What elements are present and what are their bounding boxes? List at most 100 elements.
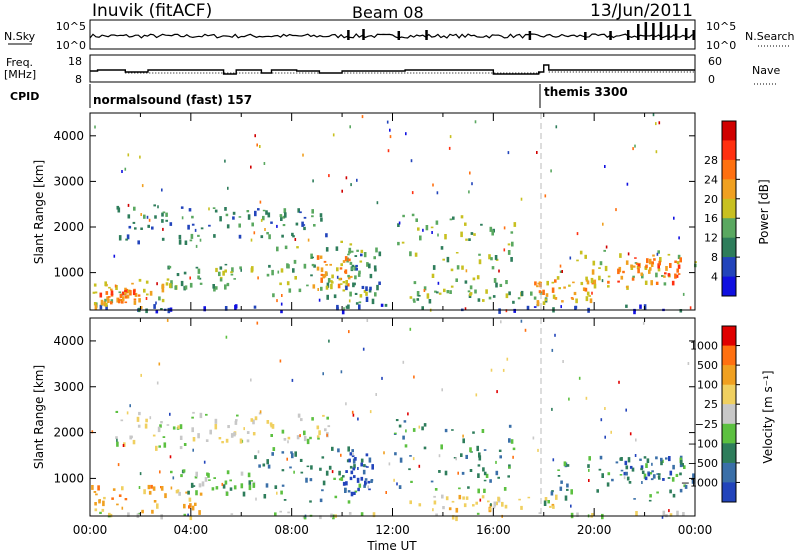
echo-cell — [679, 257, 682, 263]
radar-title: Inuvik (fitACF) — [92, 1, 212, 21]
echo-cell — [224, 263, 228, 266]
echo-cell — [108, 286, 111, 289]
echo-cell — [229, 487, 233, 491]
echo-cell — [160, 486, 164, 491]
echo-cell — [91, 485, 94, 490]
echo-cell — [345, 402, 347, 406]
echo-cell — [402, 214, 405, 218]
echo-cell — [344, 256, 348, 262]
echo-cell — [108, 512, 111, 516]
echo-cell — [153, 304, 156, 309]
echo-cell — [399, 457, 403, 463]
echo-cell — [603, 249, 606, 252]
y-tick-label: 4000 — [53, 129, 84, 143]
noise-sky-trace — [89, 33, 696, 39]
echo-cell — [110, 290, 114, 295]
echo-cell — [436, 291, 439, 294]
echo-cell — [340, 263, 343, 267]
echo-cell — [641, 470, 645, 474]
echo-cell — [370, 479, 374, 482]
echo-cell — [354, 490, 358, 493]
echo-cell — [233, 278, 236, 280]
echo-cell — [269, 422, 273, 426]
echo-cell — [437, 233, 439, 237]
echo-cell — [455, 457, 457, 461]
echo-cell — [487, 500, 490, 503]
noise-spike — [425, 30, 428, 40]
echo-cell — [292, 235, 295, 238]
echo-cell — [438, 292, 442, 295]
echo-cell — [338, 277, 342, 281]
echo-cell — [332, 133, 335, 137]
echo-cell — [117, 463, 120, 467]
echo-cell — [253, 231, 256, 235]
echo-cell — [276, 491, 278, 495]
echo-cell — [570, 297, 574, 299]
echo-cell — [347, 274, 350, 278]
echo-cell — [169, 412, 171, 416]
echo-cell — [662, 478, 665, 481]
echo-cell — [593, 283, 597, 289]
echo-cell — [197, 433, 200, 439]
echo-cell — [479, 498, 482, 502]
colorbar-tick-label: 16 — [704, 212, 718, 225]
echo-cell — [411, 191, 414, 195]
echo-cell — [472, 504, 475, 507]
echo-cell — [495, 282, 498, 288]
echo-cell — [376, 284, 379, 291]
echo-cell — [139, 155, 141, 159]
echo-cell — [375, 393, 377, 396]
echo-cell — [166, 318, 169, 322]
echo-cell — [657, 250, 660, 254]
echo-cell — [460, 453, 463, 457]
echo-cell — [607, 285, 610, 288]
echo-cell — [159, 470, 161, 474]
echo-cell — [651, 462, 653, 466]
echo-cell — [618, 266, 622, 273]
echo-cell — [393, 478, 395, 482]
echo-cell — [205, 439, 209, 442]
echo-cell — [325, 285, 329, 290]
echo-cell — [111, 497, 114, 500]
echo-cell — [209, 429, 212, 435]
echo-cell — [642, 321, 645, 325]
echo-cell — [230, 271, 233, 274]
echo-cell — [576, 512, 579, 517]
velocity-panel: 1000 2000 3000 4000 Slant Range [km] 1000 50… — [32, 317, 775, 522]
echo-cell — [512, 447, 516, 451]
echo-cell — [571, 298, 574, 300]
echo-cell — [656, 252, 659, 256]
echo-cell — [432, 265, 436, 270]
echo-cell — [140, 227, 143, 230]
echo-cell — [421, 426, 424, 431]
echo-cell — [651, 470, 654, 473]
echo-cell — [451, 515, 455, 520]
velocity-x-ticks — [89, 318, 696, 516]
echo-cell — [652, 254, 655, 257]
echo-cell — [632, 147, 634, 151]
echo-cell — [99, 292, 103, 298]
echo-cell — [667, 477, 671, 479]
echo-cell — [381, 376, 383, 380]
echo-cell — [378, 251, 382, 257]
echo-cell — [442, 506, 445, 510]
echo-cell — [248, 484, 252, 491]
echo-cell — [280, 217, 283, 221]
echo-cell — [143, 489, 146, 495]
echo-cell — [389, 135, 392, 139]
echo-cell — [152, 486, 156, 491]
echo-cell — [510, 231, 514, 234]
echo-cell — [530, 291, 533, 296]
echo-cell — [601, 279, 604, 283]
echo-cell — [570, 504, 572, 508]
echo-cell — [369, 273, 373, 279]
echo-cell — [229, 479, 232, 482]
echo-cell — [361, 285, 365, 289]
echo-cell — [552, 505, 555, 509]
echo-cell — [182, 469, 186, 473]
echo-cell — [282, 215, 286, 219]
echo-cell — [682, 512, 685, 517]
echo-cell — [101, 508, 105, 512]
echo-cell — [214, 418, 218, 424]
echo-cell — [351, 264, 355, 268]
